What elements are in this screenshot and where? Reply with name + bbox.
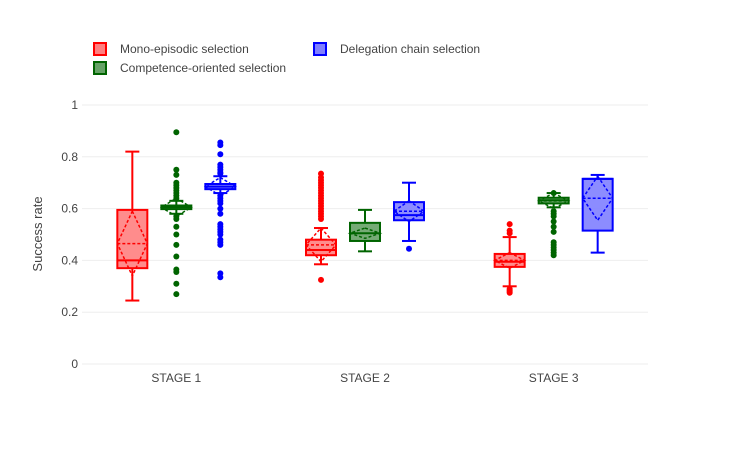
legend[interactable]: Mono-episodic selection Competence-orient… [93,42,480,75]
legend-swatch [93,61,107,75]
box-group [159,129,193,298]
outlier-point [173,253,180,260]
box-group [581,173,614,254]
outlier-point [550,223,557,230]
box-body [349,221,381,242]
box-group [116,150,149,302]
sd-diamond [493,251,527,270]
outlier-point [217,192,224,199]
outlier-point [173,231,180,238]
outlier-point [550,228,557,235]
box-body [305,238,337,257]
outlier-point [173,213,180,220]
outlier-point [550,208,557,215]
outlier-point [318,170,324,177]
legend-item[interactable]: Delegation chain selection [313,42,480,56]
outlier-point [506,227,513,234]
legend-label: Mono-episodic selection [120,42,249,56]
outlier-point [173,129,180,136]
box-group [493,221,527,296]
y-tick-label: 1 [71,98,78,112]
y-tick-label: 0.8 [61,150,78,164]
x-tick-label: STAGE 2 [340,371,390,385]
outlier-point [173,291,180,298]
x-tick-label: STAGE 3 [529,371,579,385]
sd-diamond [347,227,383,240]
outlier-point [506,221,513,228]
outlier-point [173,179,180,186]
outlier-point [217,236,224,243]
sd-diamond [116,209,149,278]
y-tick-label: 0 [71,357,78,371]
legend-label: Competence-oriented selection [120,61,286,75]
outlier-point [217,210,224,217]
outlier-point [217,161,224,168]
y-tick-label: 0.4 [61,253,78,267]
legend-swatch [93,42,107,56]
outlier-point [173,266,180,273]
outlier-point [217,151,224,158]
outlier-point [550,190,557,197]
outlier-point [217,221,224,228]
outlier-point [217,139,224,146]
x-tick-label: STAGE 1 [151,371,201,385]
outlier-point [550,239,557,246]
y-tick-label: 0.2 [61,305,78,319]
sd-diamond [537,192,571,210]
legend-swatch [313,42,327,56]
sd-diamond [581,174,614,222]
legend-item[interactable]: Competence-oriented selection [93,61,286,75]
y-axis-title: Success rate [30,196,45,271]
outlier-point [318,276,324,283]
outlier-point [173,171,180,178]
box-group [304,170,338,283]
outlier-point [173,280,180,287]
y-tick-label: 0.6 [61,202,78,216]
outlier-point [173,223,180,230]
box-group [392,181,426,252]
legend-item[interactable]: Mono-episodic selection [93,42,249,56]
outlier-point [217,205,224,212]
box-group [203,139,237,281]
box-group [537,190,571,259]
axes: 0 0.2 0.4 0.6 0.8 1 STAGE 1 STAGE 2 STAGE 3 [61,98,579,385]
outlier-point [406,245,412,252]
outlier-point [173,166,180,173]
outlier-point [550,218,557,225]
plot-area [116,129,614,302]
outlier-point [173,241,180,248]
sd-diamond [304,226,338,263]
box-group [347,208,383,253]
outlier-point [506,285,513,292]
legend-label: Delegation chain selection [340,42,480,56]
outlier-point [217,270,224,277]
sd-diamond [392,199,426,223]
